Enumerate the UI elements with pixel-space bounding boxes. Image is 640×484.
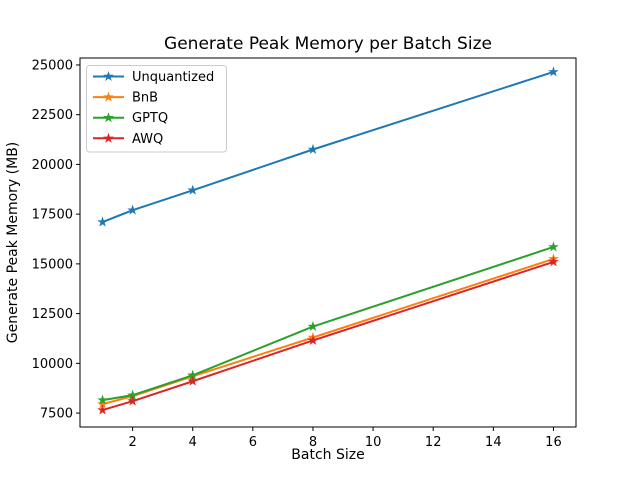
chart-title: Generate Peak Memory per Batch Size <box>164 34 492 54</box>
x-tick-label: 8 <box>309 435 317 450</box>
data-point-unquantized-x4 <box>187 184 199 195</box>
tick-layer: 2 4 6 8 10 12 14 16 7500 10000 12500 15000 17500 2000… <box>32 58 562 450</box>
legend-star-marker <box>103 112 114 123</box>
x-tick-label: 2 <box>128 435 136 450</box>
y-tick-label: 25000 <box>32 58 73 73</box>
y-tick-label: 12500 <box>32 307 73 322</box>
data-point-awq-x8 <box>307 334 319 345</box>
data-point-gptq-x2 <box>127 389 138 400</box>
data-point-gptq-x8 <box>307 320 319 332</box>
x-tick-label: 14 <box>485 435 502 450</box>
legend-item-label-awq: AWQ <box>132 132 163 147</box>
data-point-unquantized-x1 <box>97 216 108 227</box>
x-tick-label: 16 <box>545 435 562 450</box>
y-tick-label: 17500 <box>32 208 73 223</box>
data-point-bnb-x1 <box>97 398 108 409</box>
data-point-awq-x1 <box>97 404 108 415</box>
data-point-awq-x4 <box>187 375 199 386</box>
y-tick-label: 20000 <box>32 158 73 173</box>
data-point-unquantized-x2 <box>127 204 138 215</box>
data-point-unquantized-x8 <box>307 143 319 155</box>
y-axis-label: Generate Peak Memory (MB) <box>5 142 21 344</box>
data-point-gptq-x16 <box>548 241 559 252</box>
legend-item-label-unquantized: Unquantized <box>132 70 214 85</box>
data-point-unquantized-x16 <box>548 66 559 77</box>
x-tick-label: 6 <box>249 435 257 450</box>
y-tick-label: 15000 <box>32 257 73 272</box>
legend-star-marker <box>103 70 114 82</box>
x-tick-label: 10 <box>365 435 382 450</box>
x-tick-label: 4 <box>189 435 197 450</box>
data-point-awq-x2 <box>127 395 138 406</box>
y-tick-label: 22500 <box>32 108 73 123</box>
series-layer <box>97 66 559 415</box>
legend-item-label-bnb: BnB <box>132 91 158 106</box>
legend: Unquantized BnB GPTQ AWQ <box>86 65 227 153</box>
axes-layer <box>79 57 577 428</box>
legend-box <box>86 65 227 153</box>
y-tick-label: 7500 <box>40 407 73 422</box>
legend-item-label-gptq: GPTQ <box>132 111 168 126</box>
y-tick-label: 10000 <box>32 357 73 372</box>
data-point-gptq-x1 <box>97 394 108 405</box>
x-tick-label: 12 <box>425 435 442 450</box>
data-point-gptq-x4 <box>187 369 199 380</box>
plot-area-border <box>79 57 577 428</box>
data-point-awq-x16 <box>548 256 559 267</box>
legend-star-marker <box>103 132 114 143</box>
x-axis-label: Batch Size <box>291 447 364 463</box>
legend-star-marker <box>103 91 114 102</box>
